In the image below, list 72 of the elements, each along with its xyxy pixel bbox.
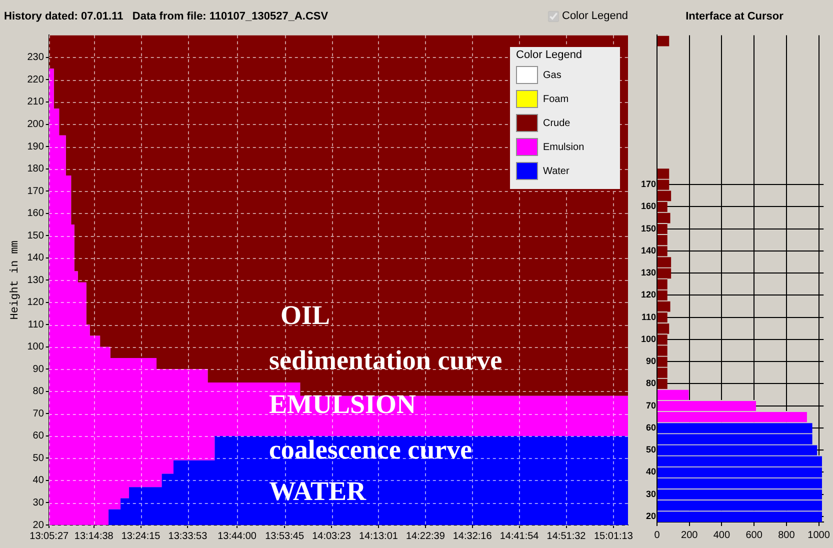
chart-title: History dated: 07.01.11 Data from file: 110107_130527_A.CSV — [4, 10, 329, 23]
legend-label: Foam — [543, 94, 569, 105]
y-tick-label: 200 — [27, 119, 44, 130]
y-tick-label: 30 — [32, 497, 44, 508]
y-tick-label: 20 — [32, 520, 44, 531]
y-tick-label: 160 — [27, 208, 44, 220]
y-tick-label: 60 — [32, 430, 44, 442]
y-tick-label: 90 — [32, 364, 44, 375]
y-tick-label: 100 — [640, 334, 656, 344]
y-tick-label: 20 — [646, 510, 656, 521]
x-tick-label: 200 — [681, 530, 698, 541]
annotation: coalescence curve — [268, 434, 472, 464]
annotation: EMULSION — [268, 388, 416, 419]
y-tick-label: 50 — [32, 452, 44, 464]
y-tick-label: 100 — [27, 342, 44, 353]
y-tick-label: 40 — [646, 466, 656, 477]
x-tick-label: 15:01:13 — [594, 530, 634, 542]
y-axis-title: Height in mm — [10, 240, 22, 320]
y-tick-label: 220 — [27, 74, 44, 86]
y-tick-label: 110 — [641, 312, 656, 322]
annotation: sedimentation curve — [268, 344, 502, 375]
x-tick-label: 600 — [746, 530, 763, 541]
x-tick-label: 400 — [713, 530, 730, 541]
legend-checkbox: Color Legend — [548, 10, 628, 22]
y-tick-label: 70 — [32, 408, 44, 420]
y-tick-label: 170 — [27, 186, 44, 197]
x-tick-label: 14:13:01 — [359, 530, 398, 542]
x-tick-label: 1000 — [808, 530, 830, 541]
y-tick-label: 180 — [27, 164, 44, 175]
y-tick-label: 140 — [640, 245, 656, 256]
x-tick-label: 13:53:45 — [265, 530, 304, 542]
y-tick-label: 140 — [27, 252, 44, 264]
x-tick-label: 14:22:39 — [406, 530, 446, 542]
y-tick-label: 230 — [27, 52, 44, 64]
x-tick-label: 0 — [654, 530, 660, 541]
y-tick-label: 40 — [32, 475, 44, 486]
x-tick-label: 14:03:23 — [312, 530, 352, 542]
y-tick-label: 170 — [640, 179, 656, 190]
chart-title: Interface at Cursor — [686, 10, 784, 23]
y-tick-label: 90 — [646, 356, 656, 366]
y-tick-label: 80 — [646, 378, 656, 388]
y-tick-label: 210 — [27, 96, 44, 108]
y-tick-label: 160 — [640, 201, 656, 212]
y-tick-label: 70 — [646, 400, 656, 410]
y-tick-label: 130 — [640, 268, 656, 278]
legend-label: Gas — [543, 70, 562, 81]
y-tick-label: 120 — [27, 297, 44, 308]
y-tick-label: 130 — [27, 274, 44, 286]
legend-title: Color Legend — [516, 49, 584, 62]
x-tick-label: 14:32:16 — [452, 530, 492, 542]
annotation: WATER — [268, 476, 366, 506]
x-tick-label: 13:24:15 — [121, 530, 161, 542]
y-tick-label: 60 — [646, 422, 656, 432]
y-tick-label: 150 — [640, 223, 656, 234]
legend-label: Water — [543, 166, 570, 177]
series-label: Crude — [543, 118, 570, 129]
annotation: OIL — [280, 300, 330, 330]
y-tick-label: 30 — [646, 488, 656, 499]
x-tick-label: 13:14:38 — [74, 530, 114, 542]
x-tick-label: 13:05:27 — [30, 530, 70, 542]
legend-label: Emulsion — [543, 142, 584, 153]
y-tick-label: 190 — [27, 141, 44, 152]
y-tick-label: 110 — [28, 319, 44, 330]
y-tick-label: 120 — [640, 290, 656, 300]
x-tick-label: 13:33:53 — [168, 530, 208, 542]
y-tick-label: 80 — [32, 386, 44, 398]
x-tick-label: 13:44:00 — [218, 530, 257, 542]
x-tick-label: 800 — [778, 530, 796, 541]
x-tick-label: 14:41:54 — [500, 530, 540, 542]
y-tick-label: 150 — [27, 230, 44, 242]
x-tick-label: 14:51:32 — [546, 530, 586, 542]
y-tick-label: 50 — [646, 444, 656, 455]
